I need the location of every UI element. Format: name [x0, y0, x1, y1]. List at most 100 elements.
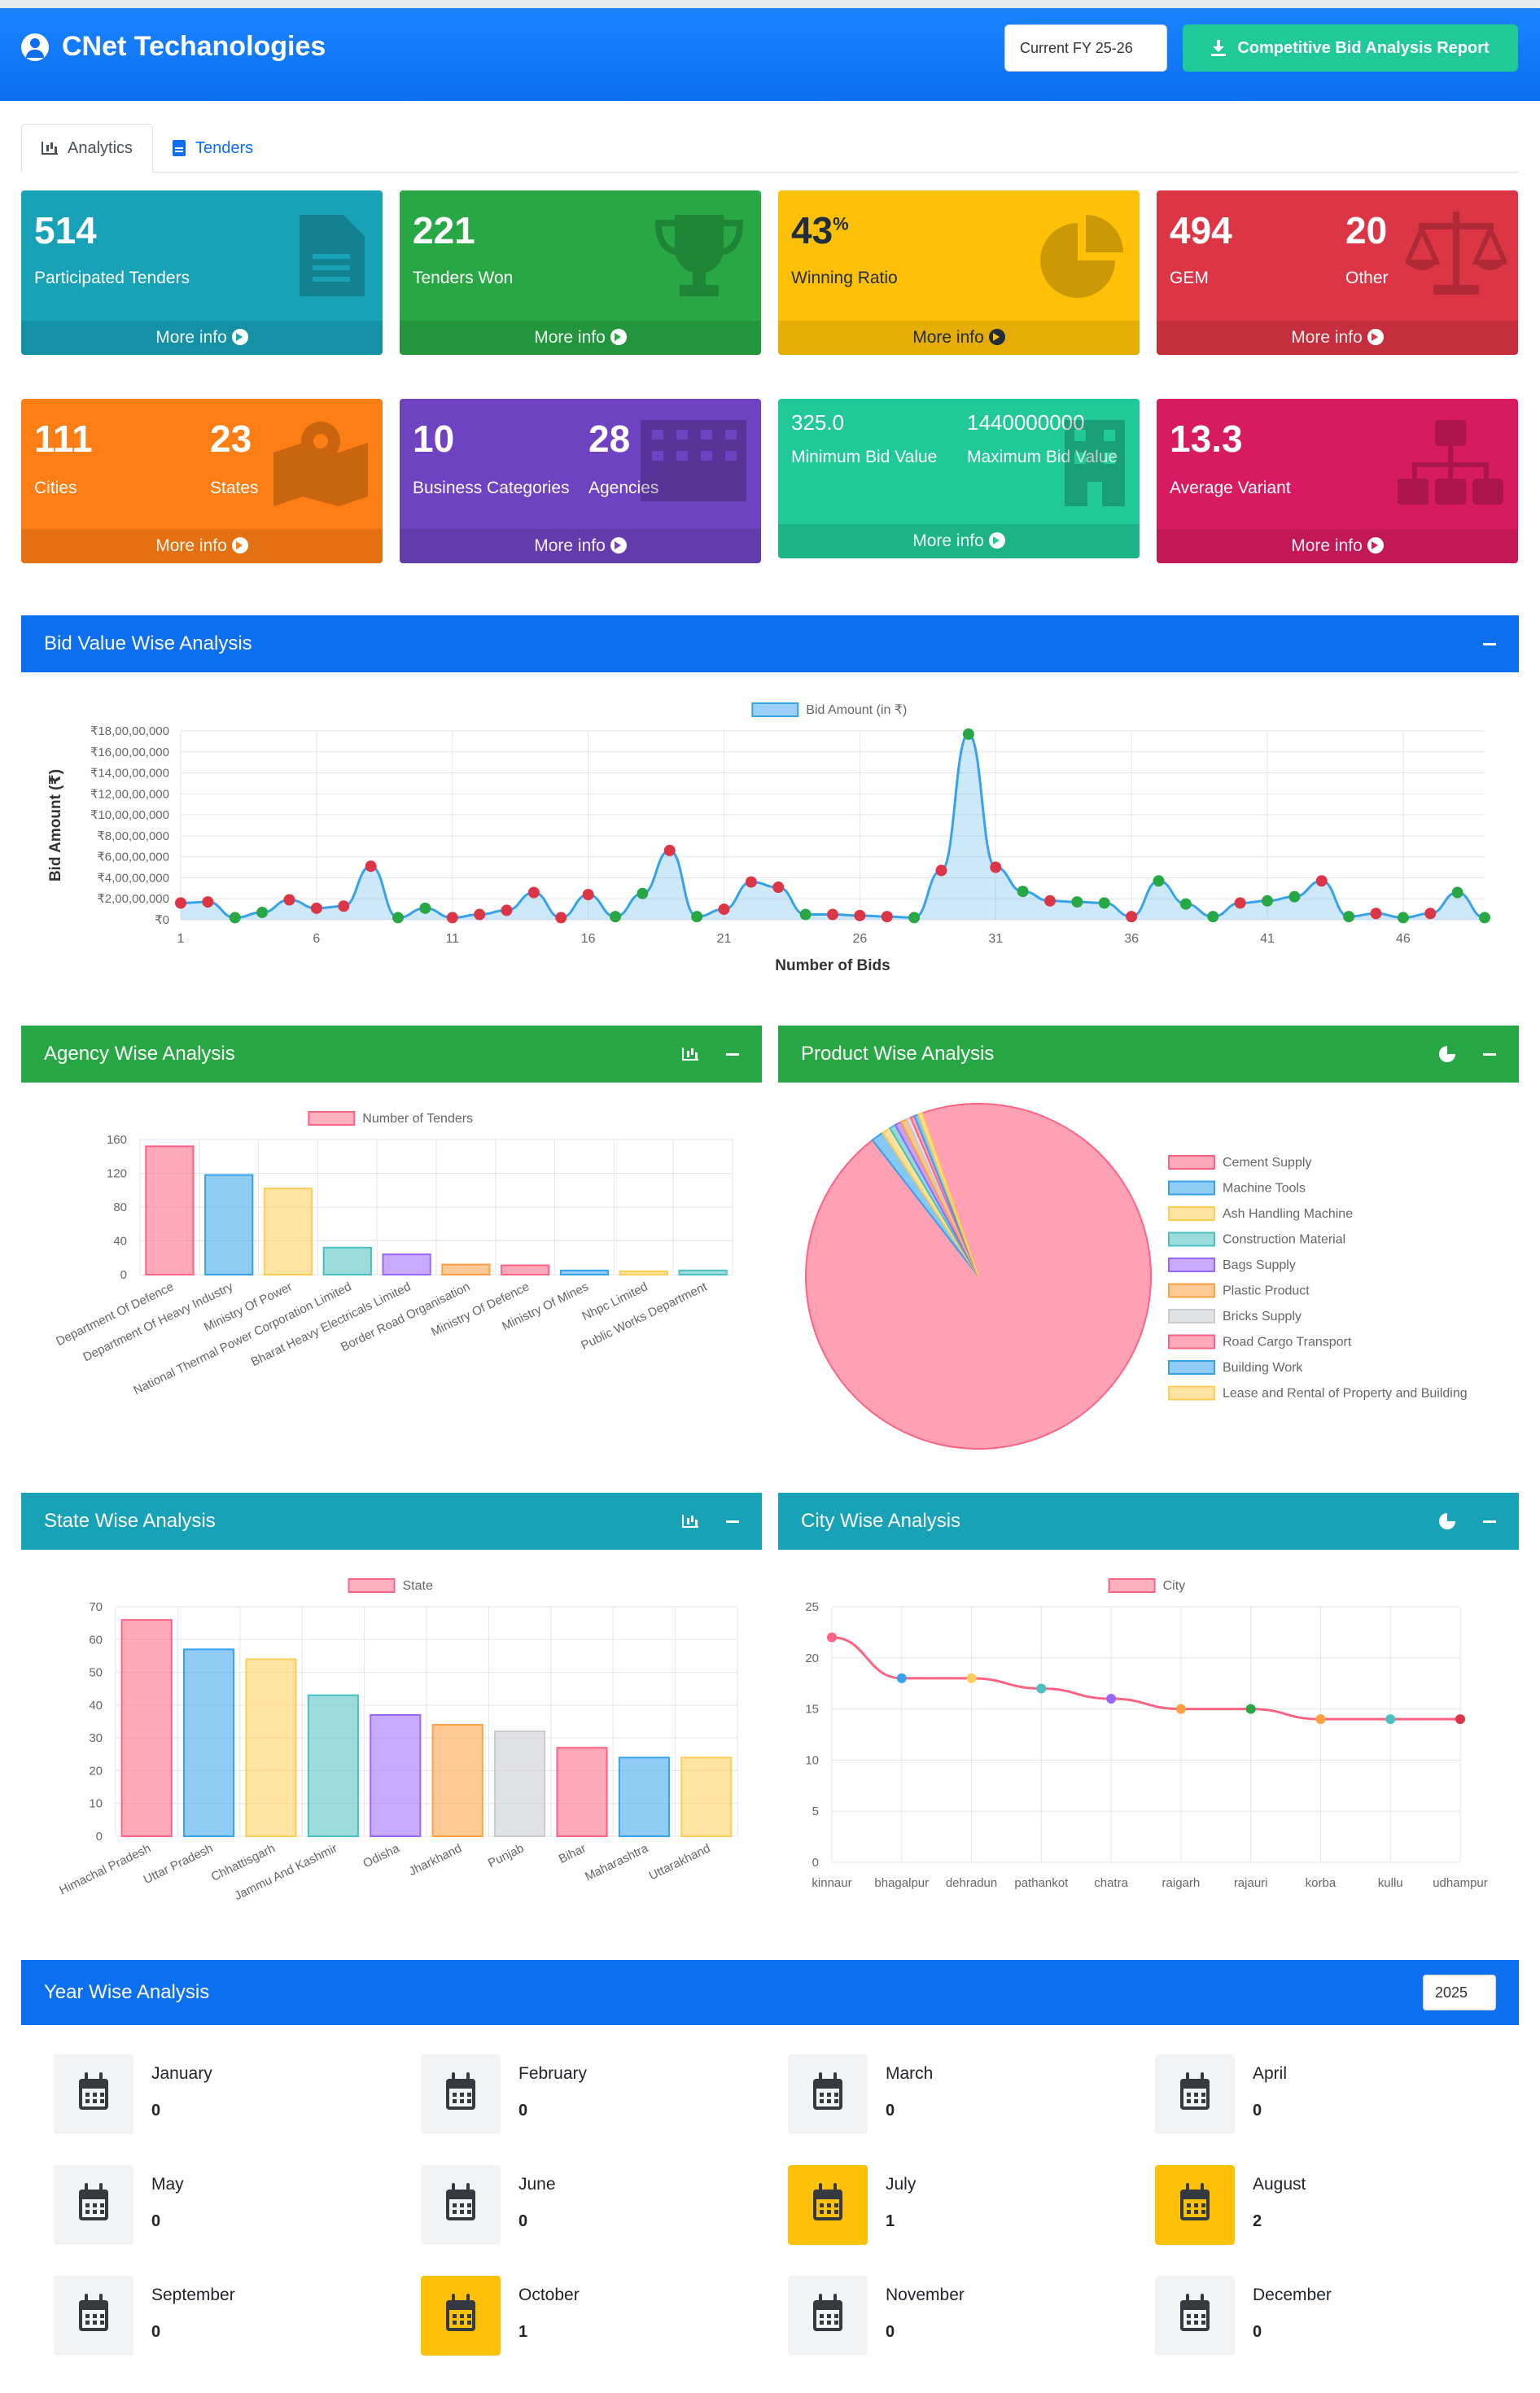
month-count: 0: [518, 2102, 528, 2120]
year-select[interactable]: 2025: [1423, 1975, 1496, 2010]
gem-more-info[interactable]: More info: [1157, 321, 1518, 355]
x-tick-label: 26: [852, 932, 867, 946]
gem-other-box: 494 GEM 20 Other More info: [1157, 190, 1518, 355]
user-circle-icon: [21, 33, 49, 61]
participated-more-info[interactable]: More info: [21, 321, 383, 355]
month-item-november[interactable]: November 0: [755, 2276, 1097, 2357]
data-point: [446, 912, 458, 924]
month-item-september[interactable]: September 0: [21, 2276, 363, 2357]
variant-value: 13.3: [1170, 418, 1243, 460]
y-tick-label: ₹4,00,00,000: [97, 871, 169, 885]
participated-tenders-box: 514 Participated Tenders More info: [21, 190, 383, 355]
legend-label: City: [1163, 1579, 1186, 1593]
data-point: [1153, 875, 1165, 887]
product-card-header: Product Wise Analysis: [778, 1026, 1519, 1083]
variant-more-info[interactable]: More info: [1157, 529, 1518, 563]
month-item-july[interactable]: July 1: [755, 2165, 1097, 2246]
cities-more-info[interactable]: More info: [21, 529, 383, 563]
y-tick-label: ₹18,00,00,000: [90, 724, 169, 738]
legend-label: Cement Supply: [1223, 1156, 1311, 1170]
y-tick-label: 5: [812, 1805, 819, 1818]
month-item-december[interactable]: December 0: [1122, 2276, 1464, 2357]
x-tick-label: Himachal Pradesh: [57, 1841, 153, 1897]
calendar-icon-box: [788, 2165, 868, 2245]
categories-more-info[interactable]: More info: [400, 529, 761, 563]
bar: [382, 1253, 431, 1276]
month-name: June: [518, 2175, 556, 2194]
calendar-ring: [85, 2072, 88, 2082]
bid-value-range-box: 325.0 Minimum Bid Value 1440000000 Maxim…: [778, 399, 1140, 558]
calendar-ring: [99, 2072, 103, 2082]
legend-swatch: [1168, 1258, 1215, 1272]
top-navbar: CNet Techanologies Current FY 25-26 Comp…: [0, 0, 1540, 101]
won-more-info[interactable]: More info: [400, 321, 761, 355]
tab-bar: Analytics Tenders: [21, 124, 1519, 173]
x-tick-label: Uttarakhand: [647, 1841, 713, 1883]
arrow-circle-right-icon: [1367, 537, 1384, 553]
x-tick-label: 41: [1260, 932, 1275, 946]
series-line: [831, 1636, 1460, 1721]
collapse-icon[interactable]: [726, 1520, 739, 1523]
y-tick-label: 20: [89, 1764, 103, 1778]
calendar-icon: [813, 2300, 842, 2331]
bar-chart-icon[interactable]: [682, 1515, 698, 1528]
calendar-ring: [833, 2072, 837, 2082]
month-item-october[interactable]: October 1: [388, 2276, 730, 2357]
data-point: [501, 904, 513, 917]
month-item-february[interactable]: February 0: [388, 2054, 730, 2136]
arrow-circle-right-icon: [988, 532, 1005, 549]
month-item-january[interactable]: January 0: [21, 2054, 363, 2136]
min-bid-label: Minimum Bid Value: [791, 448, 938, 466]
pie-chart-icon[interactable]: [1439, 1046, 1455, 1062]
data-point: [990, 861, 1002, 873]
fy-select[interactable]: Current FY 25-26: [1004, 24, 1167, 72]
month-item-august[interactable]: August 2: [1122, 2165, 1464, 2246]
data-point: [896, 1673, 907, 1683]
data-point: [582, 889, 594, 901]
calendar-ring: [1186, 2072, 1189, 2082]
tab-tenders[interactable]: Tenders: [153, 124, 273, 173]
month-item-june[interactable]: June 0: [388, 2165, 730, 2246]
calendar-icon: [813, 2079, 842, 2110]
pie-chart-icon[interactable]: [1439, 1513, 1455, 1529]
competitive-bid-report-button[interactable]: Competitive Bid Analysis Report: [1183, 24, 1518, 72]
bar: [322, 1246, 372, 1276]
trophy-icon: [654, 215, 744, 296]
arrow-circle-right-icon: [231, 537, 248, 553]
data-point: [474, 908, 486, 921]
brand[interactable]: CNet Techanologies: [21, 31, 326, 63]
legend-swatch: [751, 702, 799, 717]
y-tick-label: 30: [89, 1731, 103, 1745]
bar-chart-icon[interactable]: [682, 1048, 698, 1061]
month-count: 0: [151, 2212, 161, 2230]
y-tick-label: 10: [805, 1753, 819, 1767]
calendar-icon-box: [1155, 2054, 1235, 2134]
collapse-icon[interactable]: [1483, 1520, 1496, 1523]
y-tick-label: 80: [113, 1201, 127, 1214]
y-tick-label: 160: [107, 1133, 127, 1147]
states-label: States: [210, 479, 259, 497]
data-point: [691, 911, 703, 923]
month-item-march[interactable]: March 0: [755, 2054, 1097, 2136]
collapse-icon[interactable]: [1483, 1052, 1496, 1056]
calendar-ring: [452, 2072, 455, 2082]
month-item-may[interactable]: May 0: [21, 2165, 363, 2246]
calendar-ring: [85, 2294, 88, 2303]
ratio-more-info[interactable]: More info: [778, 321, 1140, 355]
bar: [441, 1263, 491, 1276]
calendar-icon: [1180, 2300, 1210, 2331]
data-point: [1179, 898, 1192, 910]
calendar-icon: [446, 2300, 475, 2331]
agency-card-title: Agency Wise Analysis: [44, 1043, 235, 1065]
calendar-ring: [1201, 2183, 1204, 2193]
collapse-icon[interactable]: [1483, 642, 1496, 645]
x-tick-label: Jharkhand: [407, 1841, 464, 1879]
tab-analytics[interactable]: Analytics: [21, 124, 154, 173]
y-tick-label: 25: [805, 1600, 819, 1614]
month-item-april[interactable]: April 0: [1122, 2054, 1464, 2136]
calendar-icon-box: [54, 2165, 133, 2245]
collapse-icon[interactable]: [726, 1052, 739, 1056]
bid-range-more-info[interactable]: More info: [778, 524, 1140, 558]
calendar-ring: [452, 2183, 455, 2193]
